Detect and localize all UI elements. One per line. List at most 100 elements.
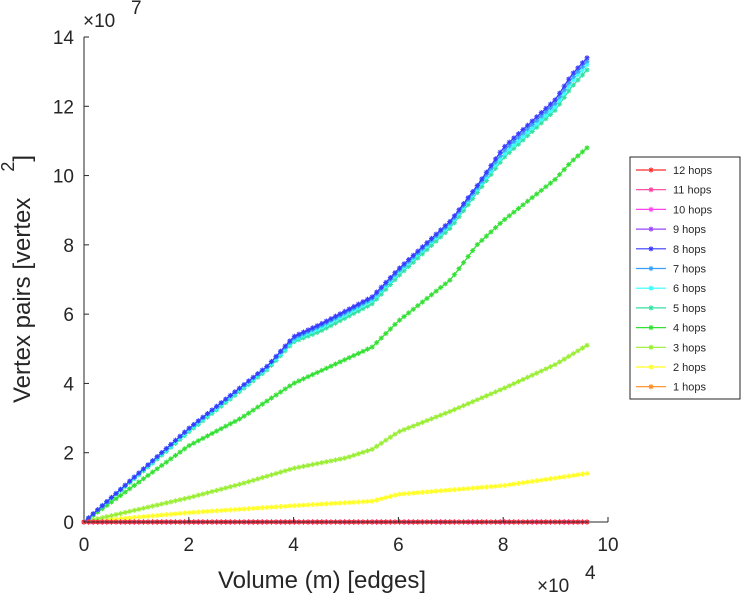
series-point-2-hops <box>260 505 265 510</box>
series-point-2-hops <box>498 483 503 488</box>
series-point-2-hops <box>182 510 187 515</box>
series-point-8-hops <box>420 244 425 249</box>
series-point-3-hops <box>397 429 402 434</box>
series-point-4-hops <box>287 383 292 388</box>
series-point-2-hops <box>397 492 402 497</box>
series-point-4-hops <box>552 177 557 182</box>
legend-marker <box>648 227 653 232</box>
series-point-2-hops <box>456 487 461 492</box>
series-point-2-hops <box>525 479 530 484</box>
series-point-3-hops <box>415 422 420 427</box>
series-point-4-hops <box>273 392 278 397</box>
series-point-2-hops <box>296 503 301 508</box>
series-point-3-hops <box>292 466 297 471</box>
legend-marker <box>648 305 653 310</box>
series-point-4-hops <box>470 248 475 253</box>
series-point-4-hops <box>434 289 439 294</box>
series-point-4-hops <box>177 450 182 455</box>
series-point-8-hops <box>383 280 388 285</box>
series-point-4-hops <box>411 307 416 312</box>
series-point-2-hops <box>548 476 553 481</box>
series-point-2-hops <box>520 480 525 485</box>
series-point-8-hops <box>155 454 160 459</box>
series-point-3-hops <box>406 425 411 430</box>
series-point-2-hops <box>484 484 489 489</box>
series-point-2-hops <box>406 491 411 496</box>
series-point-2-hops <box>333 501 338 506</box>
series-point-3-hops <box>438 413 443 418</box>
series-point-3-hops <box>209 489 214 494</box>
series-point-2-hops <box>155 513 160 518</box>
series-point-2-hops <box>557 475 562 480</box>
series-point-4-hops <box>415 303 420 308</box>
series-point-4-hops <box>351 353 356 358</box>
series-point-8-hops <box>456 207 461 212</box>
series-point-4-hops <box>406 310 411 315</box>
series-point-3-hops <box>575 348 580 353</box>
legend-label: 4 hops <box>673 323 707 335</box>
series-point-8-hops <box>328 316 333 321</box>
y-tick-label: 8 <box>63 236 74 257</box>
series-point-3-hops <box>278 470 283 475</box>
series-point-5-hops <box>575 77 580 82</box>
series-point-4-hops <box>255 405 260 410</box>
y-multiplier-exponent: 7 <box>131 0 142 19</box>
series-point-4-hops <box>278 389 283 394</box>
series-point-4-hops <box>155 466 160 471</box>
series-point-8-hops <box>342 309 347 314</box>
series-point-4-hops <box>516 206 521 211</box>
series-point-2-hops <box>516 481 521 486</box>
series-point-2-hops <box>150 513 155 518</box>
series-point-4-hops <box>164 460 169 465</box>
series-point-4-hops <box>511 210 516 215</box>
series-point-4-hops <box>283 386 288 391</box>
series-point-3-hops <box>543 366 548 371</box>
series-point-4-hops <box>150 470 155 475</box>
series-point-3-hops <box>484 393 489 398</box>
series-point-4-hops <box>438 285 443 290</box>
series-point-3-hops <box>150 504 155 509</box>
series-point-3-hops <box>466 401 471 406</box>
series-point-2-hops <box>475 485 480 490</box>
series-point-3-hops <box>223 485 228 490</box>
legend-marker <box>648 167 653 172</box>
legend-label: 7 hops <box>673 264 707 276</box>
series-point-3-hops <box>337 456 342 461</box>
series-point-2-hops <box>571 473 576 478</box>
series-point-2-hops <box>269 505 274 510</box>
series-point-3-hops <box>342 456 347 461</box>
series-point-4-hops <box>475 242 480 247</box>
series-point-8-hops <box>260 368 265 373</box>
series-point-3-hops <box>434 414 439 419</box>
series-point-4-hops <box>502 217 507 222</box>
series-point-2-hops <box>223 508 228 513</box>
series-point-2-hops <box>278 504 283 509</box>
series-point-2-hops <box>305 502 310 507</box>
y-axis-label-superscript: 2 <box>0 162 18 172</box>
series-point-3-hops <box>539 368 544 373</box>
series-point-8-hops <box>150 458 155 463</box>
series-point-4-hops <box>301 376 306 381</box>
series-point-2-hops <box>584 471 589 476</box>
series-point-4-hops <box>530 195 535 200</box>
series-point-4-hops <box>543 184 548 189</box>
series-point-8-hops <box>406 257 411 262</box>
series-point-8-hops <box>507 140 512 145</box>
series-point-4-hops <box>456 266 461 271</box>
series-point-4-hops <box>251 408 256 413</box>
series-point-3-hops <box>470 399 475 404</box>
series-point-3-hops <box>255 476 260 481</box>
series-point-3-hops <box>557 359 562 364</box>
series-point-8-hops <box>292 334 297 339</box>
series-point-3-hops <box>379 441 384 446</box>
series-point-3-hops <box>383 438 388 443</box>
series-point-4-hops <box>173 453 178 458</box>
series-point-4-hops <box>168 456 173 461</box>
series-point-3-hops <box>182 496 187 501</box>
series-point-3-hops <box>493 389 498 394</box>
series-point-3-hops <box>365 448 370 453</box>
series-point-8-hops <box>488 163 493 168</box>
legend-label: 2 hops <box>673 362 707 374</box>
series-point-3-hops <box>530 373 535 378</box>
series-point-3-hops <box>159 501 164 506</box>
